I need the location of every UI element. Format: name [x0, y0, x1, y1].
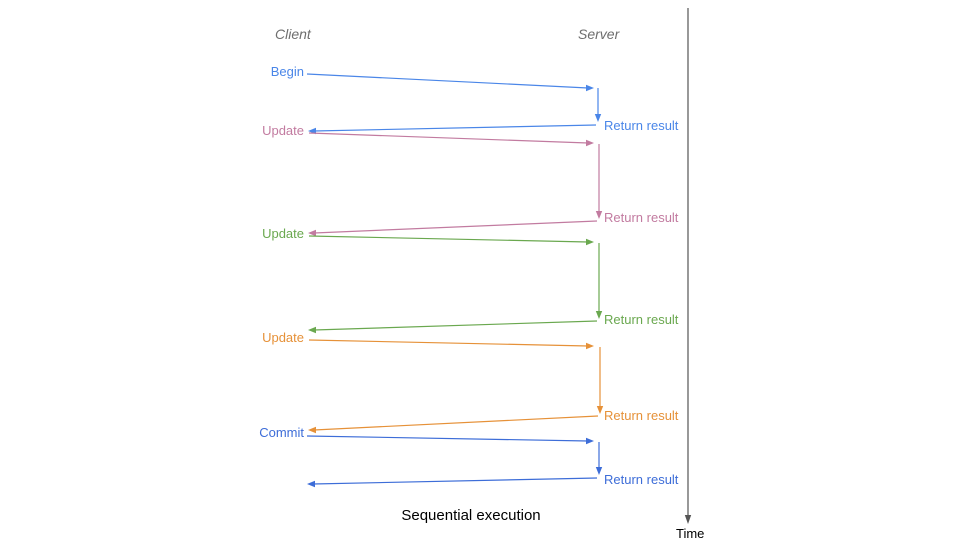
request-arrowhead: [586, 84, 594, 92]
response-arrowhead: [308, 426, 316, 434]
request-label: Update: [262, 226, 304, 241]
processing-arrowhead: [596, 406, 604, 414]
message-group-update-3: Update Return result: [262, 330, 679, 434]
request-label: Begin: [271, 64, 304, 79]
response-arrowhead: [308, 326, 316, 334]
request-arrow-line: [306, 73, 589, 89]
processing-arrowhead: [595, 211, 603, 219]
processing-arrowhead: [595, 311, 603, 319]
message-group-update-2: Update Return result: [262, 226, 679, 334]
response-label: Return result: [604, 210, 679, 225]
request-label: Commit: [259, 425, 304, 440]
request-label: Update: [262, 123, 304, 138]
processing-arrowhead: [595, 467, 603, 475]
message-group-update-1: Update Return result: [262, 123, 679, 237]
request-arrowhead: [586, 342, 594, 350]
request-arrow-line: [308, 339, 589, 347]
request-arrow-line: [308, 235, 589, 243]
response-arrowhead: [308, 229, 316, 237]
client-lane-heading: Client: [275, 26, 312, 42]
message-group-begin: Begin Return result: [271, 64, 679, 135]
response-arrow-line: [313, 320, 598, 331]
time-axis-arrowhead: [684, 515, 692, 524]
request-arrow-line: [308, 132, 589, 144]
request-arrowhead: [586, 139, 594, 147]
response-arrow-line: [312, 477, 598, 485]
request-label: Update: [262, 330, 304, 345]
time-axis: Time: [676, 8, 704, 540]
response-arrow-line: [313, 220, 598, 234]
request-arrowhead: [586, 238, 594, 246]
response-arrow-line: [313, 415, 599, 431]
response-label: Return result: [604, 118, 679, 133]
processing-arrowhead: [594, 114, 602, 122]
message-group-commit: Commit Return result: [259, 425, 679, 488]
response-arrow-line: [313, 124, 597, 132]
request-arrowhead: [586, 437, 594, 445]
response-arrowhead: [307, 480, 315, 488]
diagram-caption: Sequential execution: [401, 507, 540, 524]
request-arrow-line: [306, 435, 589, 442]
time-axis-label: Time: [676, 526, 704, 540]
server-lane-heading: Server: [578, 26, 621, 42]
response-label: Return result: [604, 312, 679, 327]
response-label: Return result: [604, 472, 679, 487]
response-label: Return result: [604, 408, 679, 423]
